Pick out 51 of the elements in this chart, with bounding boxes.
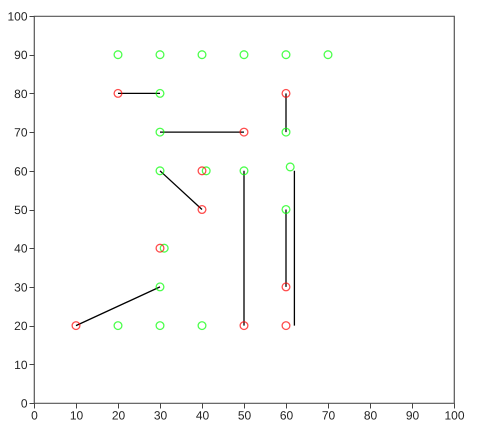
x-tick-label: 60: [280, 408, 294, 422]
y-tick-label: 60: [14, 164, 28, 178]
point: [113, 321, 123, 330]
point: [281, 128, 291, 137]
point: [281, 88, 291, 98]
point: [155, 166, 165, 176]
point: [197, 50, 207, 60]
x-tick-label: 80: [364, 408, 378, 422]
point: [113, 88, 123, 98]
x-tick-label: 100: [444, 408, 465, 422]
point: [155, 88, 165, 98]
point: [113, 50, 123, 60]
y-tick-label: 100: [7, 10, 28, 24]
point: [155, 244, 165, 253]
point: [239, 321, 249, 330]
point: [197, 166, 207, 176]
x-tick-label: 50: [238, 408, 252, 422]
y-tick-label: 20: [14, 319, 28, 334]
point: [155, 128, 165, 137]
point: [281, 321, 291, 330]
y-tick-label: 90: [14, 48, 28, 62]
y-tick-label: 50: [14, 203, 28, 217]
x-tick-label: 10: [70, 408, 84, 422]
point: [239, 50, 249, 60]
point: [239, 128, 249, 137]
point: [281, 204, 291, 214]
point: [155, 50, 165, 60]
point: [197, 321, 207, 330]
y-tick-label: 80: [14, 86, 28, 101]
point: [202, 166, 211, 176]
y-tick-label: 10: [14, 358, 28, 372]
point: [197, 204, 207, 214]
x-tick-label: 30: [154, 408, 168, 422]
point: [286, 162, 295, 172]
x-tick-label: 20: [112, 408, 126, 422]
y-tick-label: 0: [20, 396, 28, 410]
point: [281, 50, 291, 60]
point: [281, 282, 291, 292]
point: [239, 166, 249, 176]
point: [160, 244, 169, 253]
x-tick-label: 70: [322, 408, 336, 422]
point: [155, 321, 165, 330]
x-tick-label: 0: [31, 408, 38, 422]
y-tick-label: 40: [14, 242, 28, 256]
y-tick-label: 70: [14, 126, 28, 140]
y-tick-label: 30: [14, 280, 28, 294]
point: [155, 282, 165, 292]
point: [323, 50, 333, 60]
x-tick-label: 40: [196, 408, 210, 422]
x-tick-label: 90: [406, 408, 420, 422]
point: [71, 321, 81, 330]
